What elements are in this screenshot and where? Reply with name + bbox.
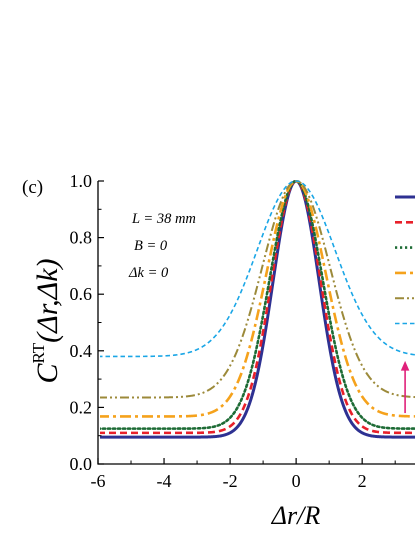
x-tick-label: 2 xyxy=(358,471,367,491)
legend-samples xyxy=(395,195,415,325)
y-tick-label: 0.8 xyxy=(70,228,93,248)
y-tick-label: 0.6 xyxy=(70,284,93,304)
x-axis-label: Δr/R xyxy=(271,501,321,530)
y-axis-label-sup: RT xyxy=(29,342,48,363)
tick-labels: -6 -4 -2 0 2 0.0 0.2 0.4 0.6 0.8 1.0 xyxy=(70,171,367,491)
y-axis-label-base: C xyxy=(31,363,64,384)
series-line-1 xyxy=(100,180,415,439)
x-tick-label: -2 xyxy=(223,471,238,491)
y-axis-label: CRT(Δr,Δk) xyxy=(29,258,64,383)
series-line-6 xyxy=(100,180,415,358)
x-tick-label: 0 xyxy=(292,471,301,491)
annotation-block: L = 38 mm B = 0 Δk = 0 xyxy=(128,211,196,281)
x-tick-label: -4 xyxy=(157,471,172,491)
series-line-4 xyxy=(100,180,415,418)
x-tick-label: -6 xyxy=(91,471,106,491)
series-line-5 xyxy=(100,180,415,399)
y-tick-label: 0.4 xyxy=(70,341,93,361)
panel-label: (c) xyxy=(22,177,43,198)
y-tick-label: 1.0 xyxy=(70,171,93,191)
trend-arrow xyxy=(400,360,410,414)
y-tick-label: 0.2 xyxy=(70,397,93,417)
y-axis-label-args: (Δr,Δk) xyxy=(31,258,64,342)
series-line-3 xyxy=(100,180,415,430)
series-layer xyxy=(100,180,415,439)
annotation-field: B = 0 xyxy=(134,238,168,254)
annotation-length: L = 38 mm xyxy=(131,211,196,227)
arrow-head xyxy=(400,360,410,371)
axes xyxy=(97,180,415,465)
y-tick-label: 0.0 xyxy=(70,454,93,474)
series-line-2 xyxy=(100,180,415,435)
annotation-detuning: Δk = 0 xyxy=(128,265,169,281)
